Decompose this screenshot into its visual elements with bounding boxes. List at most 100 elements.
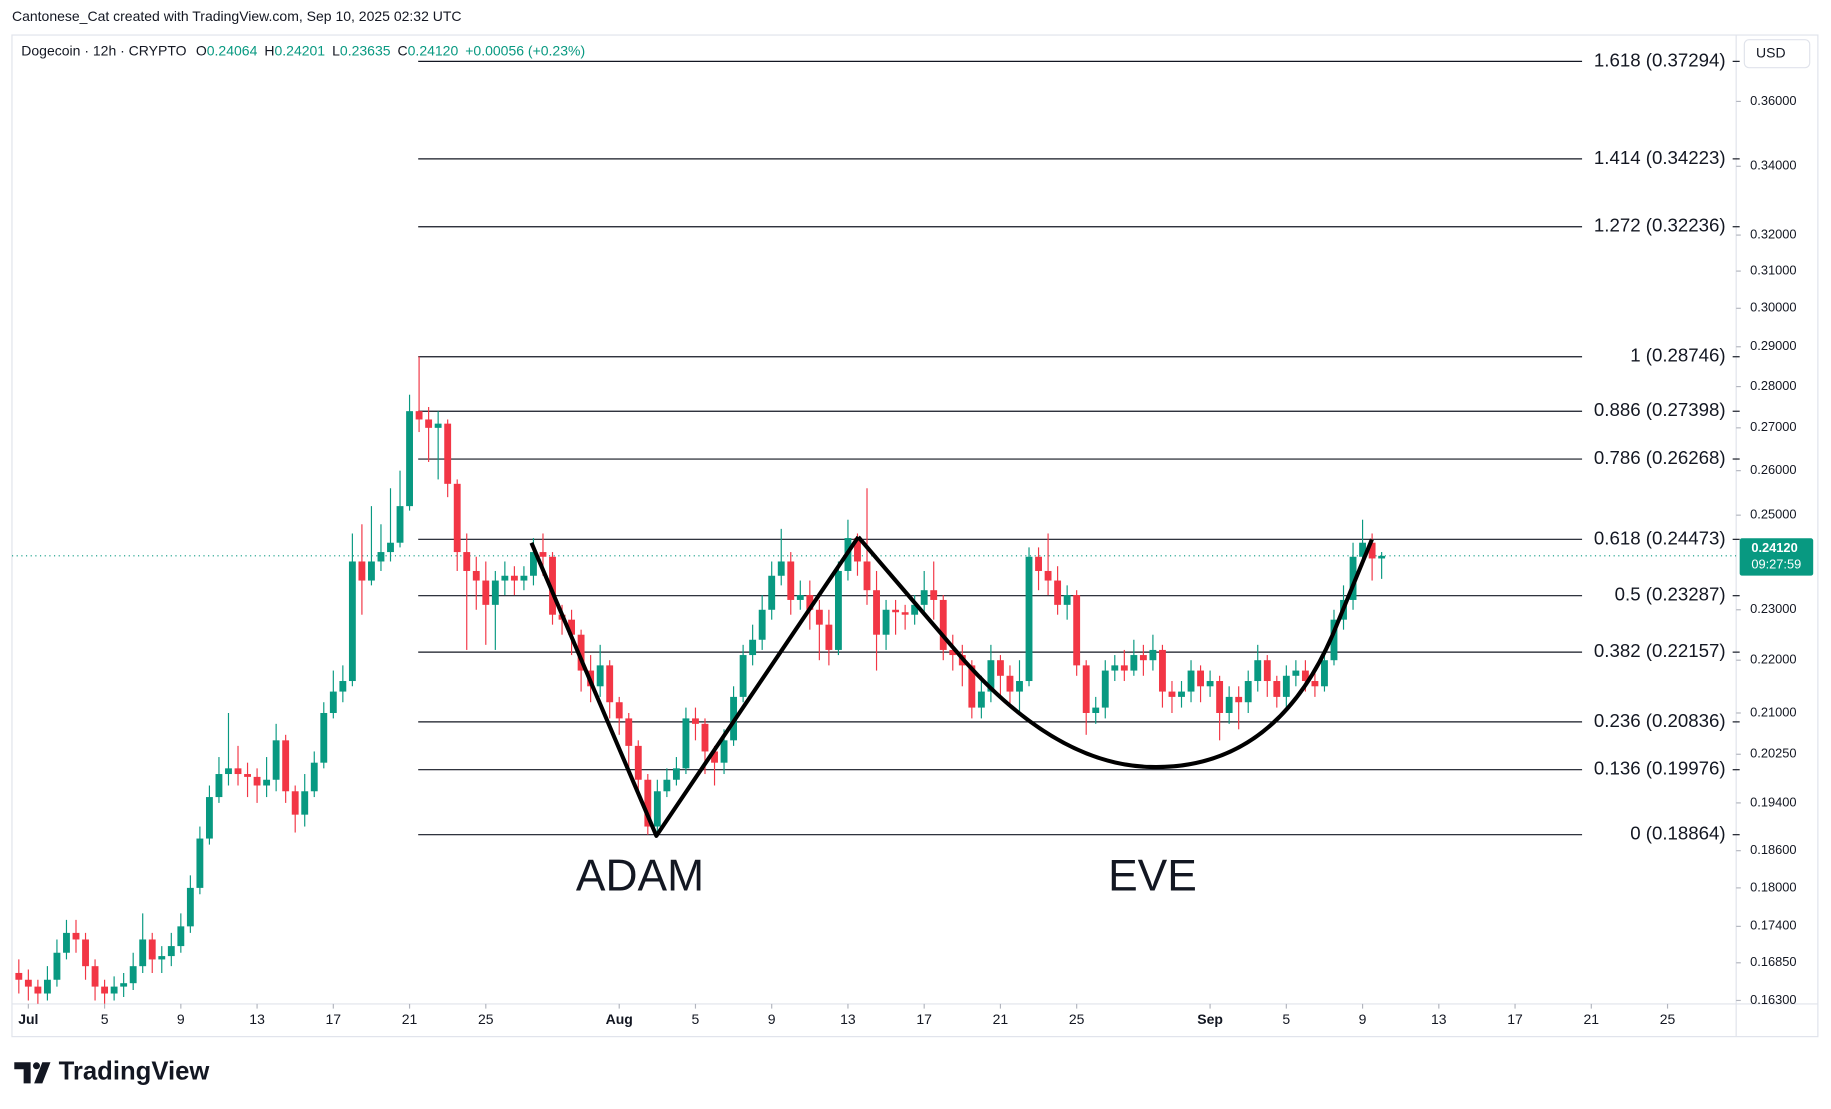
eve-pattern bbox=[856, 535, 1374, 770]
brand-logo: TradingView bbox=[14, 1058, 210, 1086]
candle-body bbox=[1178, 691, 1185, 697]
adam-pattern bbox=[529, 535, 860, 838]
candle-body bbox=[396, 506, 404, 543]
fib-label: 0 (0.18864) bbox=[1630, 823, 1725, 844]
candle-body bbox=[1359, 542, 1367, 557]
candle-body bbox=[1063, 595, 1071, 605]
x-tick-label: 21 bbox=[993, 1011, 1009, 1027]
candle-body bbox=[244, 774, 251, 777]
candle-body bbox=[911, 604, 919, 615]
y-tick-label: 0.25000 bbox=[1750, 507, 1796, 522]
annotation: EVE bbox=[1108, 852, 1197, 901]
candle-body bbox=[796, 595, 804, 600]
candle-body bbox=[272, 740, 280, 780]
candle-body bbox=[215, 774, 223, 798]
brand-name: TradingView bbox=[59, 1058, 211, 1086]
candle-body bbox=[234, 768, 242, 775]
price-tag-value: 0.24120 bbox=[1751, 540, 1797, 555]
candle-body bbox=[472, 570, 480, 581]
candle-body bbox=[167, 946, 175, 957]
y-tick-label: 0.34000 bbox=[1750, 158, 1796, 173]
candle-body bbox=[348, 561, 356, 682]
candle-body bbox=[711, 751, 718, 763]
y-tick-label: 0.21000 bbox=[1750, 704, 1796, 719]
candle-body bbox=[568, 619, 576, 635]
y-tick-label: 0.26000 bbox=[1750, 462, 1796, 477]
candle-body bbox=[815, 609, 823, 625]
candle-body bbox=[806, 595, 814, 610]
fib-label: 0.786 (0.26268) bbox=[1594, 447, 1726, 468]
fib-label: 1.414 (0.34223) bbox=[1594, 147, 1726, 168]
candle-body bbox=[996, 660, 1004, 676]
currency[interactable]: USD bbox=[1756, 44, 1786, 60]
candle-body bbox=[1273, 681, 1281, 697]
logo-mark bbox=[14, 1062, 51, 1084]
candle-body bbox=[1187, 670, 1195, 692]
candle-body bbox=[549, 556, 556, 615]
fib-label: 0.618 (0.24473) bbox=[1594, 527, 1726, 548]
change: +0.00056 (+0.23%) bbox=[465, 42, 585, 58]
candle-body bbox=[682, 718, 690, 769]
candle-body bbox=[1130, 655, 1138, 671]
x-tick-label: 21 bbox=[402, 1011, 418, 1027]
countdown: 09:27:59 bbox=[1751, 557, 1801, 572]
candle-body bbox=[139, 939, 147, 967]
ohlc-value: 0.24120 bbox=[408, 42, 459, 58]
candle-body bbox=[615, 702, 623, 719]
currency-box[interactable] bbox=[1743, 39, 1811, 69]
candle-body bbox=[672, 768, 680, 780]
y-tick-label: 0.20250 bbox=[1750, 746, 1796, 761]
candle-body bbox=[1225, 696, 1233, 713]
candle-body bbox=[1330, 619, 1338, 661]
candle-body bbox=[1321, 660, 1328, 687]
candle-body bbox=[577, 634, 585, 671]
candle-body bbox=[692, 718, 699, 724]
candle-body bbox=[520, 575, 528, 581]
x-tick-label: 17 bbox=[326, 1011, 342, 1027]
candle-body bbox=[263, 779, 271, 786]
candle-body bbox=[110, 986, 118, 994]
y-tick-label: 0.16300 bbox=[1750, 992, 1796, 1007]
candle-body bbox=[491, 580, 499, 605]
candle-body bbox=[24, 979, 32, 987]
candle-body bbox=[1035, 556, 1042, 571]
candle-body bbox=[1301, 670, 1309, 682]
candle-body bbox=[1254, 660, 1262, 682]
x-tick-label: 5 bbox=[1282, 1011, 1290, 1027]
candle-body bbox=[1073, 595, 1081, 666]
candle-body bbox=[1120, 665, 1128, 671]
x-tick-label: 13 bbox=[840, 1011, 856, 1027]
candle-body bbox=[644, 779, 652, 827]
y-tick-label: 0.31000 bbox=[1750, 262, 1796, 277]
x-tick-label: 21 bbox=[1584, 1011, 1600, 1027]
frame bbox=[11, 34, 1819, 1038]
candle-body bbox=[53, 952, 61, 980]
candle-body bbox=[453, 483, 461, 553]
candle-body bbox=[939, 599, 947, 650]
plot-area bbox=[11, 60, 1737, 1004]
candle-body bbox=[358, 561, 366, 581]
candle-body bbox=[634, 745, 642, 780]
candle-body bbox=[873, 590, 880, 635]
x-tick-label: 25 bbox=[1069, 1011, 1085, 1027]
x-tick-label: 9 bbox=[1359, 1011, 1367, 1027]
candle-body bbox=[930, 590, 938, 600]
candle-body bbox=[787, 561, 795, 600]
ohlc-key: O bbox=[196, 42, 207, 58]
candle-body bbox=[777, 561, 785, 576]
candle-body bbox=[510, 575, 518, 581]
ohlc-key: H bbox=[264, 42, 274, 58]
candle-body bbox=[1006, 675, 1014, 692]
candle-body bbox=[301, 791, 309, 815]
ohlc-key: C bbox=[398, 42, 408, 58]
candle-body bbox=[606, 665, 614, 703]
candle-body bbox=[406, 411, 413, 507]
candle-body bbox=[1216, 681, 1224, 713]
candle-body bbox=[596, 665, 604, 687]
candle-body bbox=[1368, 542, 1376, 559]
candle-body bbox=[530, 552, 537, 576]
x-tick-label: Sep bbox=[1197, 1011, 1223, 1027]
candle-body bbox=[920, 590, 928, 605]
ohlc-value: 0.23635 bbox=[340, 42, 391, 58]
fib-label: 0.5 (0.23287) bbox=[1615, 584, 1726, 605]
